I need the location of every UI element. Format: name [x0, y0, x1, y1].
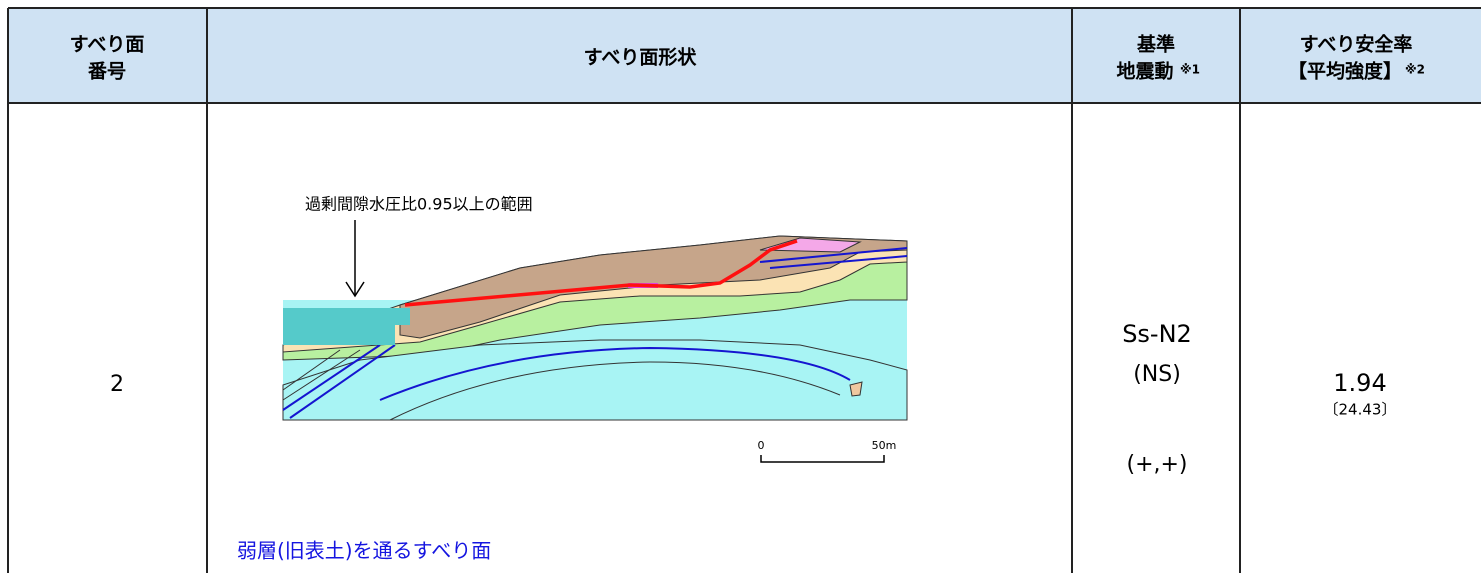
header-text: すべり面	[70, 34, 145, 56]
scale-label: 0	[758, 439, 765, 452]
scale-bar	[760, 455, 885, 463]
table-grid	[7, 7, 1481, 573]
ground-motion: Ss-N2	[1122, 320, 1192, 348]
average-strength: 〔24.43〕	[1324, 401, 1397, 419]
header-note: ※2	[1405, 63, 1425, 77]
header-text: 地震動	[1116, 60, 1173, 83]
ground-motion: (+,+)	[1126, 452, 1187, 477]
slip-number: 2	[110, 372, 124, 397]
caption: 弱層(旧表土)を通るすべり面	[237, 539, 491, 563]
header-text: すべり面形状	[584, 46, 698, 69]
annotation: 過剰間隙水圧比0.95以上の範囲	[305, 195, 533, 214]
scale-label: 50m	[872, 439, 897, 452]
ground-motion: (NS)	[1133, 362, 1181, 387]
header-note: ※1	[1180, 63, 1200, 77]
header-text: すべり安全率	[1300, 33, 1413, 56]
cross-section	[282, 235, 908, 421]
header-bg	[8, 8, 1481, 103]
header-text: 【平均強度】	[1288, 60, 1402, 83]
safety-factor: 1.94	[1333, 369, 1386, 397]
header-text: 基準	[1136, 33, 1175, 56]
arrow-head	[345, 281, 365, 298]
header-text: 番号	[87, 61, 126, 83]
